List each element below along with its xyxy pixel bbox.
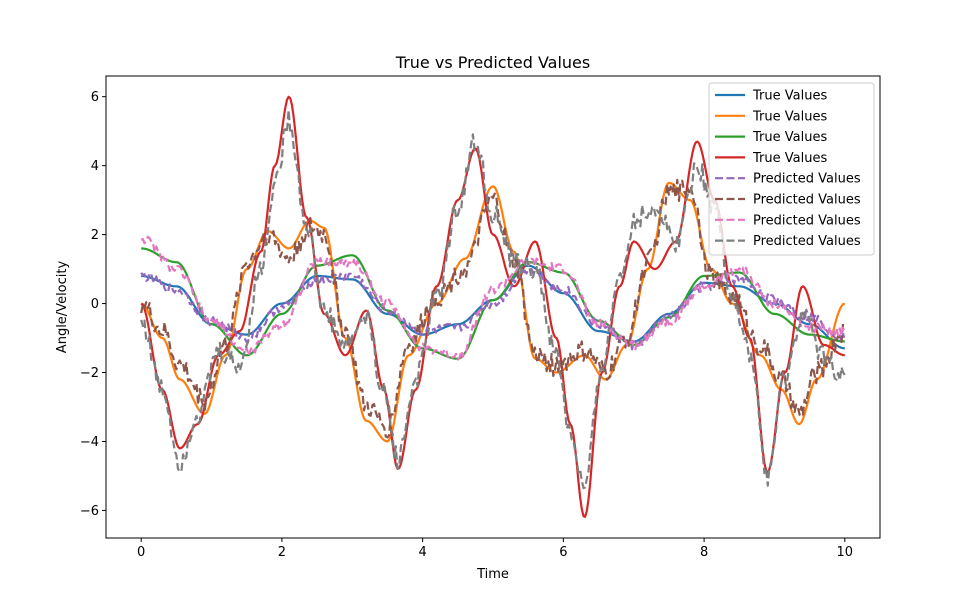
y-axis: −6 −4 −2 0 2 4 6	[80, 90, 106, 519]
chart-title: True vs Predicted Values	[395, 53, 590, 72]
y-tick-label: 6	[91, 90, 99, 105]
x-tick-label: 8	[700, 545, 708, 560]
y-tick-label: −2	[80, 366, 99, 381]
legend-entry-label: True Values	[752, 151, 827, 166]
x-axis-label: Time	[476, 567, 509, 582]
x-tick-label: 0	[137, 545, 145, 560]
series-line-6	[140, 178, 846, 439]
y-tick-label: 2	[91, 228, 99, 243]
legend-entry-label: Predicted Values	[753, 172, 861, 187]
legend-entry-label: Predicted Values	[753, 234, 861, 249]
x-tick-label: 6	[559, 545, 567, 560]
legend-entry-label: Predicted Values	[753, 193, 861, 208]
legend-entry-label: True Values	[752, 89, 827, 104]
y-tick-label: 0	[91, 297, 99, 312]
x-tick-label: 2	[278, 545, 286, 560]
y-axis-label: Angle/Velocity	[55, 261, 70, 354]
series-line-5	[140, 268, 846, 351]
legend-entry-label: True Values	[752, 130, 827, 145]
x-tick-label: 10	[837, 545, 854, 560]
x-tick-label: 4	[418, 545, 426, 560]
legend-entry-label: True Values	[752, 109, 827, 124]
legend-box	[708, 82, 875, 256]
series-line-8	[140, 108, 846, 490]
y-tick-label: −4	[80, 435, 99, 450]
series-line-7	[140, 235, 846, 361]
y-tick-label: 4	[91, 159, 99, 174]
series-line-4	[140, 95, 845, 518]
plot-frame	[105, 75, 881, 539]
x-axis: 0 2 4 6 8 10	[137, 538, 853, 560]
y-tick-label: −6	[80, 504, 99, 519]
legend-entry-label: Predicted Values	[753, 213, 861, 228]
legend: True Values True Values True Values True Va…	[708, 82, 875, 256]
series-layer	[140, 95, 846, 518]
